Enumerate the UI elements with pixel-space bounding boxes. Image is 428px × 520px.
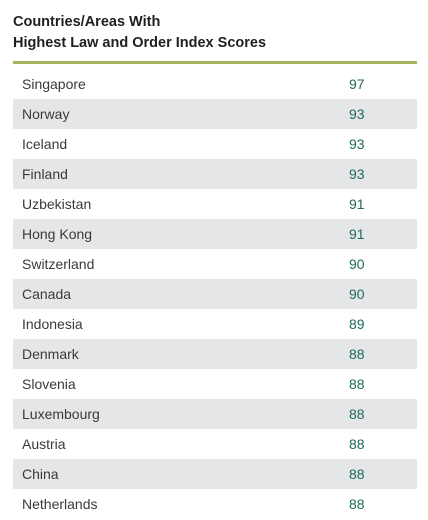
country-cell: Norway [22, 106, 70, 122]
table-row: Austria 88 [13, 429, 417, 459]
score-cell: 93 [349, 166, 365, 182]
score-table: Singapore 97 Norway 93 Iceland 93 Finland 93 Uzb… [13, 69, 417, 519]
country-cell: Hong Kong [22, 226, 93, 242]
table-row: Switzerland 90 [13, 249, 417, 279]
score-cell: 89 [349, 316, 365, 332]
score-cell: 97 [349, 76, 365, 92]
country-cell: Luxembourg [22, 406, 100, 422]
score-cell: 88 [349, 466, 365, 482]
score-cell: 88 [349, 376, 365, 392]
score-cell: 90 [349, 256, 365, 272]
country-cell: Slovenia [22, 376, 76, 392]
table-row: Hong Kong 91 [13, 219, 417, 249]
table-row: China 88 [13, 459, 417, 489]
country-cell: Uzbekistan [22, 196, 92, 212]
score-cell: 88 [349, 436, 365, 452]
title-divider [13, 61, 417, 64]
table-row: Indonesia 89 [13, 309, 417, 339]
page-title-line-1: Countries/Areas With [13, 14, 161, 30]
country-cell: Austria [22, 436, 66, 452]
country-cell: Singapore [22, 76, 86, 92]
country-cell: Switzerland [22, 256, 95, 272]
title-block: Countries/Areas With Highest Law and Ord… [13, 12, 413, 54]
score-cell: 93 [349, 106, 365, 122]
table-row: Luxembourg 88 [13, 399, 417, 429]
table-row: Slovenia 88 [13, 369, 417, 399]
score-cell: 93 [349, 136, 365, 152]
country-cell: Canada [22, 286, 72, 302]
page-title-line-2: Highest Law and Order Index Scores [13, 35, 267, 51]
table-row: Uzbekistan 91 [13, 189, 417, 219]
country-cell: China [22, 466, 59, 482]
table-row: Canada 90 [13, 279, 417, 309]
table-row: Finland 93 [13, 159, 417, 189]
table-row: Netherlands 88 [13, 489, 417, 519]
score-cell: 90 [349, 286, 365, 302]
country-cell: Finland [22, 166, 68, 182]
table-row: Denmark 88 [13, 339, 417, 369]
score-cell: 88 [349, 346, 365, 362]
country-cell: Netherlands [22, 496, 98, 512]
country-cell: Denmark [22, 346, 79, 362]
table-row: Iceland 93 [13, 129, 417, 159]
country-cell: Iceland [22, 136, 68, 152]
table-row: Norway 93 [13, 99, 417, 129]
table-row: Singapore 97 [13, 69, 417, 99]
score-cell: 91 [349, 196, 365, 212]
score-cell: 88 [349, 496, 365, 512]
country-cell: Indonesia [22, 316, 83, 332]
score-cell: 88 [349, 406, 365, 422]
score-cell: 91 [349, 226, 365, 242]
